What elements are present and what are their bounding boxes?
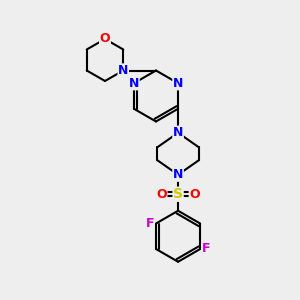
Text: S: S: [173, 187, 183, 201]
Text: N: N: [118, 64, 128, 77]
Text: O: O: [156, 188, 167, 201]
Text: F: F: [146, 217, 154, 230]
Text: N: N: [173, 168, 183, 181]
Text: O: O: [189, 188, 200, 201]
Text: O: O: [100, 32, 110, 46]
Text: F: F: [202, 242, 210, 256]
Text: N: N: [173, 77, 183, 90]
Text: N: N: [173, 126, 183, 139]
Text: N: N: [129, 77, 139, 90]
